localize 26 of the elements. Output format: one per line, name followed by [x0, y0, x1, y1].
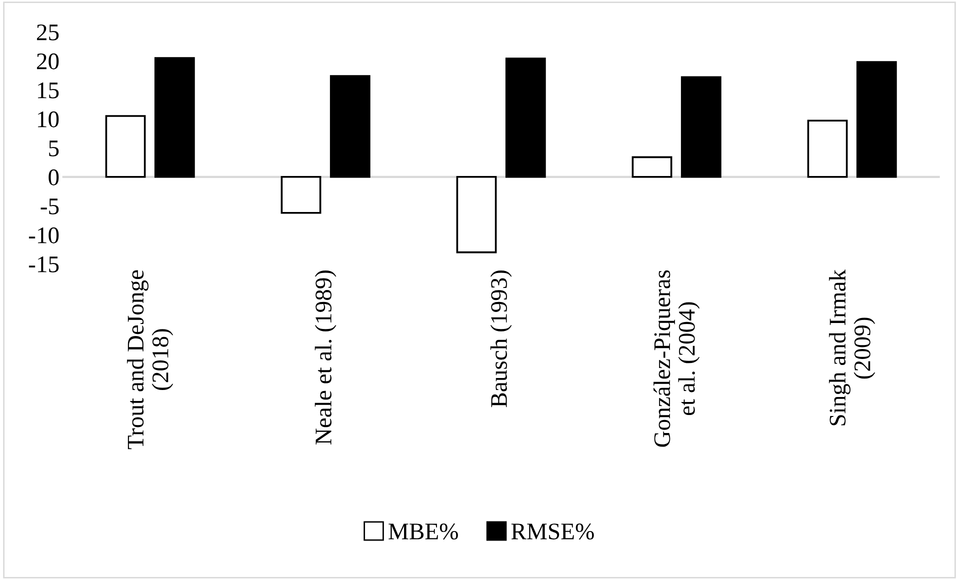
y-tick-label: 5	[49, 140, 59, 156]
bar	[280, 176, 322, 214]
y-tick-label: 20	[36, 53, 59, 70]
x-tick-label: Singh and Irmak (2009)	[828, 269, 876, 426]
bar	[680, 76, 722, 178]
bar	[505, 58, 546, 178]
y-tick-label: -15	[28, 256, 59, 272]
y-tick-label: -10	[28, 227, 59, 244]
y-tick-label: 15	[38, 82, 59, 98]
bar	[105, 115, 146, 178]
legend-label: RMSE%	[511, 524, 594, 540]
y-tick-label: -5	[40, 198, 59, 214]
bar	[807, 120, 848, 178]
bar	[154, 57, 195, 178]
y-tick-label: 10	[38, 111, 59, 128]
bar	[632, 156, 672, 178]
y-tick-label: 25	[36, 24, 59, 40]
x-tick-label: Trout and DeJonge (2018)	[127, 270, 174, 450]
bar	[856, 61, 897, 178]
x-tick-label: González-Piqueras et al. (2004)	[654, 270, 700, 447]
x-tick-label: Bausch (1993)	[490, 270, 512, 408]
y-tick-label: 0	[48, 169, 59, 186]
legend-label: MBE%	[388, 524, 458, 540]
bar	[330, 75, 370, 178]
bar	[456, 176, 497, 254]
x-tick-label: Neale et al. (1989)	[314, 270, 336, 444]
